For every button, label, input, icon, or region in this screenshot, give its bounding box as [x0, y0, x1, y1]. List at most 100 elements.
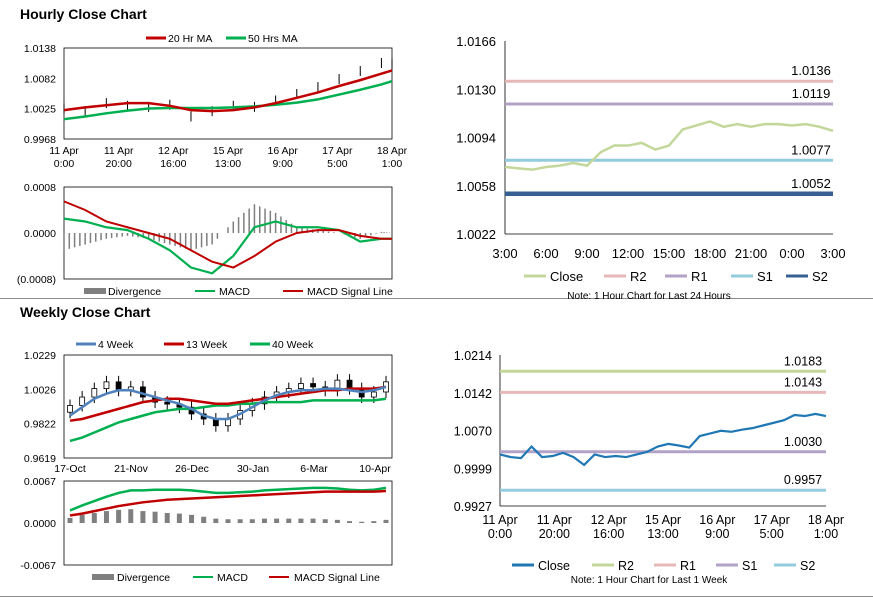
legend-weekly-divergence-swatch	[92, 574, 114, 580]
hourly-price-xtick-time: 20:00	[106, 158, 132, 170]
weekly-13wk-ma-line	[69, 385, 387, 422]
legend-20hr-ma-label: 20 Hr MA	[168, 33, 212, 45]
bottom-divider	[0, 596, 873, 597]
section-divider	[0, 298, 873, 299]
hourly-price-xtick-time: 1:00	[382, 158, 403, 170]
weekly-r2-level-label: 1.0183	[784, 354, 822, 368]
hourly-sr-xtick: 15:00	[653, 246, 686, 261]
legend-weekly-signal-label: MACD Signal Line	[294, 572, 380, 584]
weekly-candle-body	[79, 396, 86, 406]
weekly-divergence-bar	[103, 511, 109, 523]
hourly-sr-ytick-2: 1.0094	[456, 131, 496, 146]
weekly-macd-plot-frame	[63, 480, 393, 566]
weekly-candle-body	[346, 379, 353, 390]
weekly-divergence-bar	[261, 518, 267, 523]
weekly-divergence-bar	[164, 512, 170, 523]
weekly-candle-body	[164, 401, 171, 405]
hourly-r2-level-label: 1.0136	[791, 63, 831, 78]
legend-weekly-ma-label-0: 4 Week	[98, 339, 134, 351]
weekly-candle-body	[298, 383, 304, 390]
weekly-divergence-bar	[298, 518, 304, 523]
legend-weekly-divergence-label: Divergence	[117, 572, 170, 584]
legend-hourly-sr-r1-label: R1	[691, 269, 708, 284]
weekly-r1-level-label: 1.0143	[784, 375, 822, 389]
weekly-s1-level-label: 1.0030	[784, 435, 822, 449]
weekly-candle-body	[103, 381, 110, 390]
weekly-candle-body	[310, 383, 316, 388]
hourly-50hr-ma-line	[63, 79, 393, 121]
weekly-divergence-bar	[359, 521, 365, 523]
weekly-price-ytick-1: 1.0026	[24, 384, 56, 396]
hourly-sr-xtick: 6:00	[533, 246, 558, 261]
hourly-price-ytick-3: 0.9968	[24, 134, 56, 146]
hourly-price-ytick-1: 1.0082	[24, 73, 56, 85]
hourly-sr-note: Note: 1 Hour Chart for Last 24 Hours	[567, 291, 730, 302]
weekly-sr-xtick-time: 9:00	[705, 527, 729, 541]
hourly-close-line	[504, 120, 834, 171]
weekly-divergence-bar	[383, 519, 389, 523]
weekly-divergence-bar	[128, 509, 134, 523]
hourly-sr-ytick-0: 1.0166	[456, 34, 496, 49]
legend-hourly-divergence-label: Divergence	[108, 286, 161, 298]
hourly-sr-ytick-4: 1.0022	[456, 227, 496, 242]
weekly-sr-xtick-time: 13:00	[647, 527, 678, 541]
weekly-price-xtick: 6-Mar	[300, 463, 328, 475]
weekly-4wk-ma-line	[69, 385, 387, 421]
weekly-price-xtick: 30-Jan	[237, 463, 269, 475]
weekly-price-xtick: 17-Oct	[54, 463, 86, 475]
weekly-candle-body	[370, 391, 377, 398]
legend-hourly-sr-s1-label: S1	[757, 269, 773, 284]
hourly-sr-xtick: 3:00	[820, 246, 845, 261]
hourly-price-xtick-date: 17 Apr	[322, 145, 353, 157]
weekly-sr-xtick-time: 5:00	[759, 527, 783, 541]
hourly-s2-level-label: 1.0052	[791, 176, 831, 191]
hourly-sr-ytick-3: 1.0058	[456, 179, 496, 194]
weekly-candle-body	[91, 388, 98, 398]
weekly-close-line	[499, 412, 827, 467]
weekly-macd-ytick-0: 0.0067	[24, 476, 56, 488]
weekly-sr-ytick-2: 1.0070	[454, 425, 492, 439]
weekly-divergence-bar	[334, 519, 340, 523]
legend-50hr-ma-label: 50 Hrs MA	[248, 33, 298, 45]
hourly-sr-xtick: 0:00	[779, 246, 804, 261]
weekly-sr-xtick-date: 15 Apr	[645, 513, 681, 527]
weekly-sr-xtick-time: 1:00	[814, 527, 838, 541]
weekly-sr-xtick-date: 17 Apr	[754, 513, 790, 527]
hourly-price-xtick-time: 5:00	[327, 158, 348, 170]
weekly-sr-xtick-time: 20:00	[539, 527, 570, 541]
legend-hourly-sr-r2-label: R2	[630, 269, 647, 284]
hourly-r1-level-label: 1.0119	[792, 86, 831, 101]
weekly-macd-line	[69, 486, 387, 512]
legend-weekly-sr-r1-label: R1	[680, 559, 696, 573]
hourly-price-xtick-date: 16 Apr	[267, 145, 298, 157]
weekly-divergence-bar	[274, 518, 280, 523]
weekly-divergence-bar	[310, 518, 316, 523]
hourly-price-xtick-date: 15 Apr	[213, 145, 244, 157]
hourly-macd-ytick-1: 0.0000	[24, 228, 56, 240]
weekly-40wk-ma-line	[69, 397, 387, 443]
weekly-sr-ytick-0: 1.0214	[454, 349, 492, 363]
weekly-divergence-bar	[152, 511, 158, 523]
hourly-sr-xtick: 21:00	[735, 246, 768, 261]
hourly-sr-xtick: 18:00	[694, 246, 727, 261]
legend-hourly-macd-label: MACD	[219, 286, 250, 298]
weekly-price-xtick: 21-Nov	[114, 463, 149, 475]
weekly-sr-xtick-date: 11 Apr	[482, 513, 517, 527]
weekly-price-plot-frame	[63, 354, 393, 459]
weekly-divergence-bar	[249, 519, 255, 523]
hourly-price-xtick-date: 12 Apr	[158, 145, 189, 157]
weekly-price-xtick: 10-Apr	[359, 463, 391, 475]
legend-hourly-signal-label: MACD Signal Line	[307, 286, 393, 298]
hourly-price-xtick-date: 18 Apr	[377, 145, 408, 157]
hourly-price-xtick-time: 16:00	[160, 158, 186, 170]
weekly-divergence-bar	[371, 521, 377, 523]
hourly-macd-ytick-2: (0.0008)	[17, 274, 56, 286]
weekly-divergence-bar	[116, 509, 122, 523]
legend-hourly-sr-s2-label: S2	[812, 269, 828, 284]
weekly-divergence-bar	[213, 518, 219, 523]
weekly-section-title: Weekly Close Chart	[20, 304, 151, 320]
weekly-price-ytick-0: 1.0229	[24, 350, 56, 362]
hourly-section-title: Hourly Close Chart	[20, 6, 147, 22]
weekly-sr-xtick-date: 12 Apr	[591, 513, 627, 527]
